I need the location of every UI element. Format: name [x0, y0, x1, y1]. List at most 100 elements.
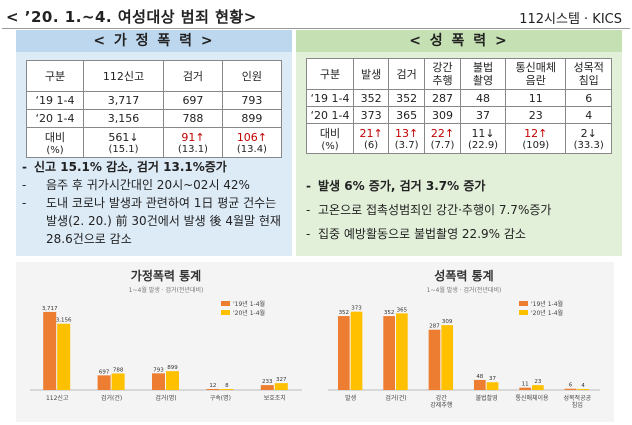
- table-cell: 11↓ (22.9): [459, 123, 507, 154]
- table-row-compare: 대비 (%) 21↑ (6) 13↑ (3.7) 22↑ (7.7) 11↓ (22.9)…: [306, 123, 612, 154]
- compare-main: 12↑: [524, 126, 548, 140]
- legend-swatch: [519, 310, 528, 315]
- compare-label: 대비: [44, 131, 66, 144]
- x-tick-label: 강제추행: [430, 401, 452, 409]
- table-cell: 106↑ (13.4): [221, 127, 283, 158]
- table-cell: 352: [388, 89, 426, 107]
- table-cell: 12↑ (109): [505, 123, 567, 154]
- data-label: 697: [99, 369, 110, 375]
- compare-main: 2↓: [580, 126, 597, 140]
- data-label: 373: [351, 306, 362, 312]
- compare-unit: (%): [46, 145, 64, 156]
- table-cell: 48: [459, 89, 507, 107]
- table-cell: 793: [221, 91, 283, 110]
- sexual-bullets: 발생 6% 증가, 검거 3.7% 증가 고온으로 접촉성범죄인 강간·추행이 …: [306, 174, 618, 246]
- data-label: 788: [113, 367, 124, 373]
- table-cell: 23: [505, 106, 567, 124]
- compare-sub: (13.4): [236, 143, 267, 155]
- x-tick-label: 발생: [345, 394, 356, 402]
- data-label: 899: [167, 365, 178, 371]
- table-cell: 287: [424, 89, 461, 107]
- compare-unit: (%): [321, 141, 339, 152]
- bar: [383, 316, 395, 390]
- table-cell: 365: [388, 106, 426, 124]
- bar: [486, 382, 499, 390]
- data-label: 3,717: [42, 306, 58, 312]
- bar: [428, 329, 441, 390]
- table-cell: ‘20 1-4: [306, 106, 354, 124]
- x-tick-label: 불법촬영: [476, 394, 498, 402]
- data-label: 365: [397, 307, 408, 313]
- table-cell: 4: [565, 106, 612, 124]
- legend-label: '20년 1-4월: [233, 309, 265, 317]
- bar: [532, 385, 544, 390]
- bullet-item: 고온으로 접촉성범죄인 강간·추행이 7.7%증가: [306, 198, 618, 222]
- table-cell: ‘19 1-4: [306, 89, 354, 107]
- sexual-chart-svg: 성폭력 통계 1~4월 발생 · 검거(전년대비) '19년 1-4월'20년 1-…: [328, 268, 600, 409]
- table-cell: 352: [352, 89, 390, 107]
- data-label: 3,156: [56, 318, 72, 324]
- compare-main: 106↑: [236, 130, 268, 144]
- table-cell: 373: [352, 106, 390, 124]
- table-cell: 6: [565, 89, 612, 107]
- col-header: 검거: [388, 58, 426, 90]
- data-label: 327: [276, 377, 287, 383]
- legend-swatch: [221, 310, 230, 315]
- data-label: 6: [569, 383, 573, 389]
- compare-sub: (13.1): [177, 143, 208, 155]
- col-header: 구분: [306, 58, 354, 90]
- compare-sub: (6): [364, 139, 379, 151]
- table-cell: 2↓ (33.3): [565, 123, 612, 154]
- bar: [152, 373, 165, 390]
- bar: [577, 389, 590, 390]
- table-cell: 788: [163, 109, 223, 128]
- chart-subtitle: 1~4월 발생 · 검거(전년대비): [129, 286, 204, 294]
- compare-main: 11↓: [471, 126, 495, 140]
- bullet-item: 발생 6% 증가, 검거 3.7% 증가: [306, 174, 618, 198]
- domestic-bullets: 신고 15.1% 감소, 검거 13.1%증가 음주 후 귀가시간대인 20시~…: [22, 158, 284, 248]
- col-header: 발생: [352, 58, 390, 90]
- domestic-panel: < 가 정 폭 력 > 구분 112신고 검거 인원 ‘19 1-4 3,717…: [16, 30, 292, 256]
- bar: [564, 388, 577, 390]
- bar: [97, 375, 111, 390]
- legend-swatch: [519, 301, 528, 306]
- col-header: 성목적 침입: [565, 58, 612, 90]
- chart-title: 성폭력 통계: [434, 268, 493, 283]
- table-header-row: 구분 112신고 검거 인원: [26, 60, 283, 92]
- table-row: ‘20 1-4 373 365 309 37 23 4: [306, 106, 612, 124]
- bar: [396, 313, 408, 390]
- compare-main: 22↑: [430, 126, 455, 140]
- divider: [2, 28, 630, 29]
- compare-sub: (109): [522, 139, 550, 151]
- col-header: 구분: [26, 60, 84, 92]
- bar: [337, 316, 350, 390]
- data-label: 4: [581, 383, 585, 389]
- legend-label: '19년 1-4월: [531, 300, 563, 308]
- domestic-chart-svg: 가정폭력 통계 1~4월 발생 · 검거(전년대비) '19년 1-4월'20년 1…: [30, 268, 302, 402]
- compare-sub: (33.3): [573, 139, 604, 151]
- bar: [111, 373, 125, 390]
- bar: [43, 311, 57, 390]
- table-cell: 21↑ (6): [352, 123, 390, 154]
- table-cell: 697: [163, 91, 223, 110]
- bar: [220, 389, 234, 390]
- data-label: 309: [442, 319, 453, 325]
- col-header: 인원: [221, 60, 283, 92]
- data-label: 352: [384, 310, 395, 316]
- table-cell: 11: [505, 89, 567, 107]
- legend-swatch: [221, 301, 230, 306]
- x-tick-label: 112신고: [46, 394, 69, 402]
- table-cell: 3,156: [82, 109, 165, 128]
- compare-main: 91↑: [181, 130, 205, 144]
- sexual-table: 구분 발생 검거 강간 추행 불법 촬영 통신매체 음란 성목적 침입 ‘19 1-4 …: [306, 58, 612, 154]
- col-header: 불법 촬영: [459, 58, 507, 90]
- bar: [260, 385, 274, 390]
- table-cell: 37: [459, 106, 507, 124]
- bar: [350, 311, 363, 390]
- data-label: 37: [489, 376, 496, 382]
- table-cell: 대비 (%): [306, 123, 354, 154]
- bullet-item: 집중 예방활동으로 불법촬영 22.9% 감소: [306, 222, 618, 246]
- sexual-panel: < 성 폭 력 > 구분 발생 검거 강간 추행 불법 촬영 통신매체 음란 성목적 침…: [296, 30, 622, 256]
- table-row-compare: 대비 (%) 561↓ (15.1) 91↑ (13.1) 106↑ (13.4): [26, 127, 283, 158]
- chart-title: 가정폭력 통계: [131, 268, 201, 283]
